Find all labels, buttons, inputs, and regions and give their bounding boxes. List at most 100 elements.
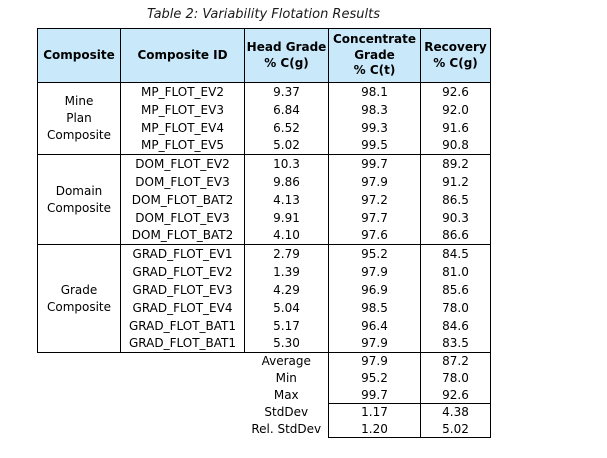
recovery-cell: 86.5: [420, 190, 491, 209]
table-row: MP_FLOT_EV3 6.84 98.3 92.0: [38, 100, 491, 119]
composite-id-cell: DOM_FLOT_BAT2: [120, 190, 245, 209]
concentrate-grade-cell: 98.1: [328, 82, 421, 101]
column-header-composite: Composite: [37, 28, 121, 83]
composite-id-cell: DOM_FLOT_EV3: [120, 172, 245, 191]
head-grade-cell: 6.52: [244, 118, 329, 137]
recovery-cell: 84.5: [420, 244, 491, 263]
composite-group-cell: Grade Composite: [37, 244, 121, 353]
summary-concentrate-cell: 1.17: [328, 403, 421, 421]
summary-label-cell: StdDev: [264, 405, 309, 419]
summary-spacer-cell: [38, 387, 245, 404]
composite-id-cell: MP_FLOT_EV3: [120, 100, 245, 119]
summary-row: Min 95.2 78.0: [38, 369, 491, 387]
composite-id-cell: GRAD_FLOT_EV1: [120, 244, 245, 263]
concentrate-grade-cell: 98.3: [328, 100, 421, 119]
recovery-cell: 92.6: [420, 82, 491, 101]
composite-id-cell: GRAD_FLOT_BAT1: [120, 334, 245, 353]
composite-id-cell: DOM_FLOT_EV2: [120, 154, 245, 173]
concentrate-grade-cell: 99.7: [328, 154, 421, 173]
column-header-recovery: Recovery % C(g): [420, 28, 491, 83]
concentrate-grade-cell: 98.5: [328, 298, 421, 317]
summary-row: Rel. StdDev 1.20 5.02: [38, 420, 491, 438]
summary-row: StdDev 1.17 4.38: [38, 403, 491, 421]
recovery-cell: 78.0: [420, 298, 491, 317]
head-grade-cell: 9.37: [244, 82, 329, 101]
head-grade-cell: 10.3: [244, 154, 329, 173]
recovery-cell: 89.2: [420, 154, 491, 173]
recovery-cell: 81.0: [420, 262, 491, 281]
summary-concentrate-cell: 1.20: [328, 420, 421, 438]
composite-id-cell: GRAD_FLOT_BAT1: [120, 316, 245, 335]
summary-concentrate-cell: 97.9: [328, 352, 421, 370]
summary-label-cell: Rel. StdDev: [251, 422, 322, 436]
head-grade-cell: 6.84: [244, 100, 329, 119]
recovery-cell: 85.6: [420, 280, 491, 299]
table-row: Grade Composite GRAD_FLOT_EV1 2.79 95.2 84.5: [37, 244, 491, 353]
table-row: DOM_FLOT_EV3 9.91 97.7 90.3: [38, 208, 491, 227]
summary-recovery-cell: 4.38: [420, 403, 491, 421]
column-header-concentrate-grade: Concentrate Grade % C(t): [328, 28, 421, 83]
summary-recovery-cell: 78.0: [420, 369, 491, 387]
composite-id-cell: GRAD_FLOT_EV3: [120, 280, 245, 299]
table-row: GRAD_FLOT_EV2 1.39 97.9 81.0: [38, 262, 491, 281]
results-table: Composite Composite ID Head Grade % C(g)…: [37, 28, 491, 438]
table-row: GRAD_FLOT_EV3 4.29 96.9 85.6: [38, 280, 491, 299]
head-grade-cell: 9.86: [244, 172, 329, 191]
concentrate-grade-cell: 97.6: [328, 226, 421, 245]
recovery-cell: 91.6: [420, 118, 491, 137]
summary-recovery-cell: 87.2: [420, 352, 491, 370]
table-header: Composite Composite ID Head Grade % C(g)…: [37, 28, 491, 83]
concentrate-grade-cell: 99.5: [328, 136, 421, 155]
head-grade-cell: 5.30: [244, 334, 329, 353]
summary-concentrate-cell: 99.7: [328, 386, 421, 404]
summary-label-cell: Min: [275, 371, 297, 385]
recovery-cell: 91.2: [420, 172, 491, 191]
head-grade-cell: 1.39: [244, 262, 329, 281]
concentrate-grade-cell: 95.2: [328, 244, 421, 263]
head-grade-cell: 4.10: [244, 226, 329, 245]
recovery-cell: 92.0: [420, 100, 491, 119]
header-row: Composite Composite ID Head Grade % C(g)…: [37, 28, 491, 83]
summary-row: Average 97.9 87.2: [38, 352, 491, 370]
table-row: DOM_FLOT_BAT2 4.13 97.2 86.5: [38, 190, 491, 209]
head-grade-cell: 5.04: [244, 298, 329, 317]
concentrate-grade-cell: 96.4: [328, 316, 421, 335]
composite-group-cell: Domain Composite: [37, 154, 121, 245]
summary-row: Max 99.7 92.6: [38, 386, 491, 404]
composite-id-cell: DOM_FLOT_BAT2: [120, 226, 245, 245]
summary-spacer-cell: [38, 353, 245, 370]
column-header-composite-id: Composite ID: [120, 28, 245, 83]
recovery-cell: 90.8: [420, 136, 491, 155]
table-caption: Table 2: Variability Flotation Results: [147, 7, 380, 22]
concentrate-grade-cell: 99.3: [328, 118, 421, 137]
composite-id-cell: MP_FLOT_EV2: [120, 82, 245, 101]
recovery-cell: 84.6: [420, 316, 491, 335]
summary-recovery-cell: 5.02: [420, 420, 491, 438]
column-header-head-grade: Head Grade % C(g): [244, 28, 329, 83]
head-grade-cell: 5.02: [244, 136, 329, 155]
concentrate-grade-cell: 96.9: [328, 280, 421, 299]
summary-concentrate-cell: 95.2: [328, 369, 421, 387]
table-row: DOM_FLOT_EV3 9.86 97.9 91.2: [38, 172, 491, 191]
table-row: MP_FLOT_EV5 5.02 99.5 90.8: [38, 136, 491, 155]
summary-label-cell: Average: [261, 354, 311, 369]
composite-id-cell: MP_FLOT_EV5: [120, 136, 245, 155]
head-grade-cell: 2.79: [244, 244, 329, 263]
summary-label-cell: Max: [273, 388, 299, 402]
head-grade-cell: 4.29: [244, 280, 329, 299]
table-row: MP_FLOT_EV4 6.52 99.3 91.6: [38, 118, 491, 137]
concentrate-grade-cell: 97.7: [328, 208, 421, 227]
head-grade-cell: 9.91: [244, 208, 329, 227]
concentrate-grade-cell: 97.2: [328, 190, 421, 209]
composite-id-cell: MP_FLOT_EV4: [120, 118, 245, 137]
recovery-cell: 90.3: [420, 208, 491, 227]
composite-group-cell: Mine Plan Composite: [37, 82, 121, 155]
summary-spacer-cell: [38, 404, 245, 421]
table-row: DOM_FLOT_BAT2 4.10 97.6 86.6: [38, 226, 491, 245]
concentrate-grade-cell: 97.9: [328, 334, 421, 353]
composite-id-cell: GRAD_FLOT_EV4: [120, 298, 245, 317]
table-row: GRAD_FLOT_EV4 5.04 98.5 78.0: [38, 298, 491, 317]
table-row: GRAD_FLOT_BAT1 5.17 96.4 84.6: [38, 316, 491, 335]
head-grade-cell: 4.13: [244, 190, 329, 209]
